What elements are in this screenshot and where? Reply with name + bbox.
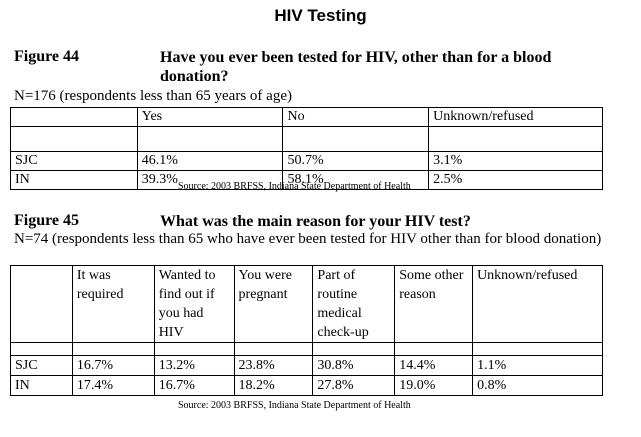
table-cell: 23.8% (233, 355, 314, 376)
table-cell: 2.5% (428, 170, 603, 190)
table-cell: 13.2% (153, 355, 235, 376)
table-header-cell: Some other reason (394, 265, 474, 343)
table-cell: 17.4% (71, 375, 155, 396)
table-cell: 58.1% (282, 170, 430, 190)
table-header-cell (10, 265, 73, 343)
table-cell: 3.1% (428, 151, 603, 171)
table-row: SJC 16.7% 13.2% 23.8% 30.8% 14.4% 1.1% (10, 355, 603, 376)
table-cell: 19.0% (394, 375, 474, 396)
table-header-cell: Unknown/refused (428, 107, 603, 127)
table-row: SJC 46.1% 50.7% 3.1% (10, 151, 603, 171)
table-cell: 18.2% (233, 375, 314, 396)
figure-44-question: Have you ever been tested for HIV, other… (160, 49, 552, 85)
page-title: HIV Testing (274, 6, 367, 25)
table-header-cell: Wanted to find out if you had HIV (153, 265, 235, 343)
figure-44-sample-note: N=176 (respondents less than 65 years of… (14, 88, 292, 104)
table-cell: 50.7% (282, 151, 430, 171)
table-cell: 14.4% (394, 355, 474, 376)
table-header-cell: Yes (136, 107, 284, 127)
figure-45-sample-note: N=74 (respondents less than 65 who have … (14, 231, 602, 247)
table-header-cell: No (282, 107, 430, 127)
figure-44-table: Yes No Unknown/refused SJC 46.1% 50.7% 3… (10, 107, 603, 190)
table-cell: 46.1% (136, 151, 284, 171)
table-header-cell (10, 107, 138, 127)
figure-45-source: Source: 2003 BRFSS, Indiana State Depart… (178, 400, 411, 411)
table-header-cell: Part of routine medical check-up (312, 265, 396, 343)
figure-45-label: Figure 45 (14, 212, 80, 229)
figure-45-table: It was required Wanted to find out if yo… (10, 265, 603, 396)
table-header-row: It was required Wanted to find out if yo… (10, 265, 603, 343)
table-header-cell: It was required (71, 265, 155, 343)
table-cell: 1.1% (472, 355, 603, 376)
table-row: IN 17.4% 16.7% 18.2% 27.8% 19.0% 0.8% (10, 375, 603, 396)
table-header-cell: You were pregnant (233, 265, 314, 343)
table-cell: 30.8% (312, 355, 396, 376)
figure-44-source: Source: 2003 BRFSS, Indiana State Depart… (178, 181, 411, 192)
table-cell: 27.8% (312, 375, 396, 396)
figure-45-question: What was the main reason for your HIV te… (160, 213, 471, 230)
table-spacer-row (10, 342, 603, 356)
table-cell: SJC (10, 151, 138, 171)
figure-44-label: Figure 44 (14, 48, 80, 65)
table-header-cell: Unknown/refused (472, 265, 603, 343)
table-cell: IN (10, 375, 73, 396)
table-cell: IN (10, 170, 138, 190)
table-cell: 16.7% (71, 355, 155, 376)
table-cell: 16.7% (153, 375, 235, 396)
table-header-row: Yes No Unknown/refused (10, 107, 603, 127)
table-cell: SJC (10, 355, 73, 376)
table-spacer-row (10, 126, 603, 152)
table-cell: 0.8% (472, 375, 603, 396)
table-row: IN 39.3% 58.1% 2.5% (10, 170, 603, 190)
